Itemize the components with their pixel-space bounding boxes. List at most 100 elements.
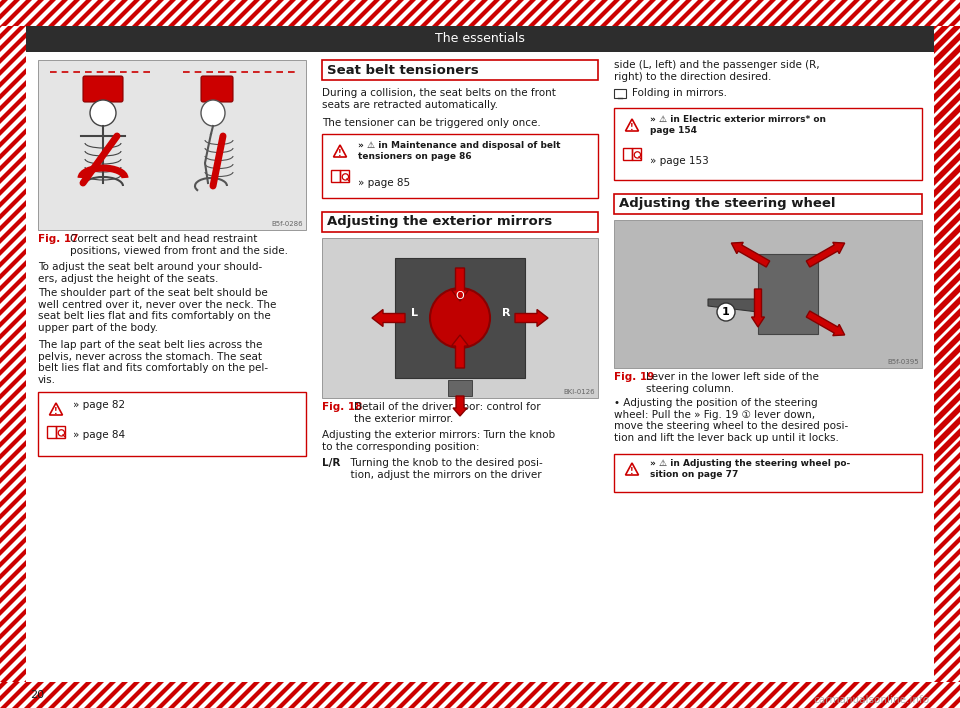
Bar bbox=[614, 194, 922, 214]
Text: L/R: L/R bbox=[322, 458, 341, 468]
Polygon shape bbox=[0, 26, 290, 682]
Polygon shape bbox=[792, 682, 824, 708]
Polygon shape bbox=[804, 682, 836, 708]
Polygon shape bbox=[552, 26, 960, 682]
Polygon shape bbox=[408, 682, 440, 708]
Polygon shape bbox=[0, 26, 2, 682]
Polygon shape bbox=[382, 26, 960, 682]
Polygon shape bbox=[466, 26, 960, 682]
Polygon shape bbox=[444, 0, 476, 26]
Polygon shape bbox=[396, 682, 428, 708]
Text: The tensioner can be triggered only once.: The tensioner can be triggered only once… bbox=[322, 118, 540, 128]
Circle shape bbox=[717, 303, 735, 321]
Bar bbox=[395, 258, 525, 378]
Polygon shape bbox=[598, 26, 960, 682]
Polygon shape bbox=[910, 26, 960, 682]
Polygon shape bbox=[670, 26, 960, 682]
Polygon shape bbox=[468, 0, 500, 26]
Polygon shape bbox=[936, 0, 960, 26]
Text: Fig. 17: Fig. 17 bbox=[38, 234, 79, 244]
Bar bbox=[0, 0, 960, 26]
Text: tensioners on page 86: tensioners on page 86 bbox=[358, 152, 471, 161]
Text: • Adjusting the position of the steering
wheel: Pull the » Fig. 19 ① lever down,: • Adjusting the position of the steering… bbox=[614, 398, 849, 442]
Polygon shape bbox=[636, 682, 668, 708]
Polygon shape bbox=[792, 0, 824, 26]
Polygon shape bbox=[0, 26, 50, 682]
Polygon shape bbox=[72, 682, 104, 708]
Polygon shape bbox=[816, 0, 848, 26]
Polygon shape bbox=[406, 26, 960, 682]
Polygon shape bbox=[612, 0, 644, 26]
Polygon shape bbox=[358, 26, 960, 682]
Polygon shape bbox=[346, 26, 960, 682]
Polygon shape bbox=[0, 26, 158, 682]
Polygon shape bbox=[0, 26, 650, 682]
Polygon shape bbox=[72, 26, 734, 682]
Polygon shape bbox=[684, 0, 716, 26]
Polygon shape bbox=[708, 26, 960, 682]
Polygon shape bbox=[0, 26, 638, 682]
Polygon shape bbox=[168, 0, 200, 26]
Polygon shape bbox=[336, 682, 368, 708]
Polygon shape bbox=[648, 0, 680, 26]
Polygon shape bbox=[108, 682, 140, 708]
Polygon shape bbox=[394, 26, 960, 682]
Polygon shape bbox=[492, 26, 960, 682]
Polygon shape bbox=[444, 26, 960, 682]
Text: Turning the knob to the desired posi-
  tion, adjust the mirrors on the driver: Turning the knob to the desired posi- ti… bbox=[344, 458, 542, 479]
Polygon shape bbox=[672, 26, 960, 682]
Polygon shape bbox=[60, 0, 92, 26]
Polygon shape bbox=[838, 26, 960, 682]
Polygon shape bbox=[0, 26, 422, 682]
Polygon shape bbox=[36, 26, 698, 682]
Polygon shape bbox=[0, 26, 218, 682]
Polygon shape bbox=[108, 0, 140, 26]
Polygon shape bbox=[0, 26, 194, 682]
Text: The shoulder part of the seat belt should be
well centred over it, never over th: The shoulder part of the seat belt shoul… bbox=[38, 288, 276, 333]
Polygon shape bbox=[180, 26, 842, 682]
Polygon shape bbox=[348, 0, 380, 26]
Polygon shape bbox=[948, 0, 960, 26]
Bar bbox=[0, 26, 26, 682]
Polygon shape bbox=[730, 26, 960, 682]
Polygon shape bbox=[742, 26, 960, 682]
Polygon shape bbox=[610, 26, 960, 682]
Polygon shape bbox=[720, 682, 752, 708]
Polygon shape bbox=[120, 682, 152, 708]
Polygon shape bbox=[900, 0, 932, 26]
Polygon shape bbox=[336, 26, 960, 682]
Polygon shape bbox=[262, 26, 924, 682]
Polygon shape bbox=[0, 26, 74, 682]
Polygon shape bbox=[360, 682, 392, 708]
Polygon shape bbox=[312, 0, 344, 26]
Text: » page 85: » page 85 bbox=[358, 178, 410, 188]
Polygon shape bbox=[384, 682, 416, 708]
FancyArrow shape bbox=[451, 268, 468, 301]
Polygon shape bbox=[0, 26, 554, 682]
Polygon shape bbox=[586, 26, 960, 682]
Polygon shape bbox=[922, 26, 960, 682]
Text: carmanualsonline.info: carmanualsonline.info bbox=[814, 695, 930, 705]
Polygon shape bbox=[612, 26, 960, 682]
Polygon shape bbox=[360, 0, 392, 26]
FancyArrow shape bbox=[806, 311, 845, 336]
Polygon shape bbox=[274, 26, 936, 682]
Polygon shape bbox=[504, 0, 536, 26]
Polygon shape bbox=[442, 26, 960, 682]
Polygon shape bbox=[514, 26, 960, 682]
Polygon shape bbox=[636, 26, 960, 682]
Polygon shape bbox=[204, 26, 866, 682]
Polygon shape bbox=[84, 682, 116, 708]
Bar bbox=[614, 454, 922, 492]
Polygon shape bbox=[708, 299, 758, 312]
Polygon shape bbox=[768, 682, 800, 708]
Polygon shape bbox=[502, 26, 960, 682]
Text: Adjusting the exterior mirrors: Adjusting the exterior mirrors bbox=[327, 215, 552, 229]
Polygon shape bbox=[144, 0, 176, 26]
Polygon shape bbox=[802, 26, 960, 682]
Polygon shape bbox=[0, 26, 482, 682]
Polygon shape bbox=[478, 26, 960, 682]
Polygon shape bbox=[852, 0, 884, 26]
Polygon shape bbox=[408, 26, 960, 682]
Text: Adjusting the exterior mirrors: Turn the knob
to the corresponding position:: Adjusting the exterior mirrors: Turn the… bbox=[322, 430, 555, 452]
